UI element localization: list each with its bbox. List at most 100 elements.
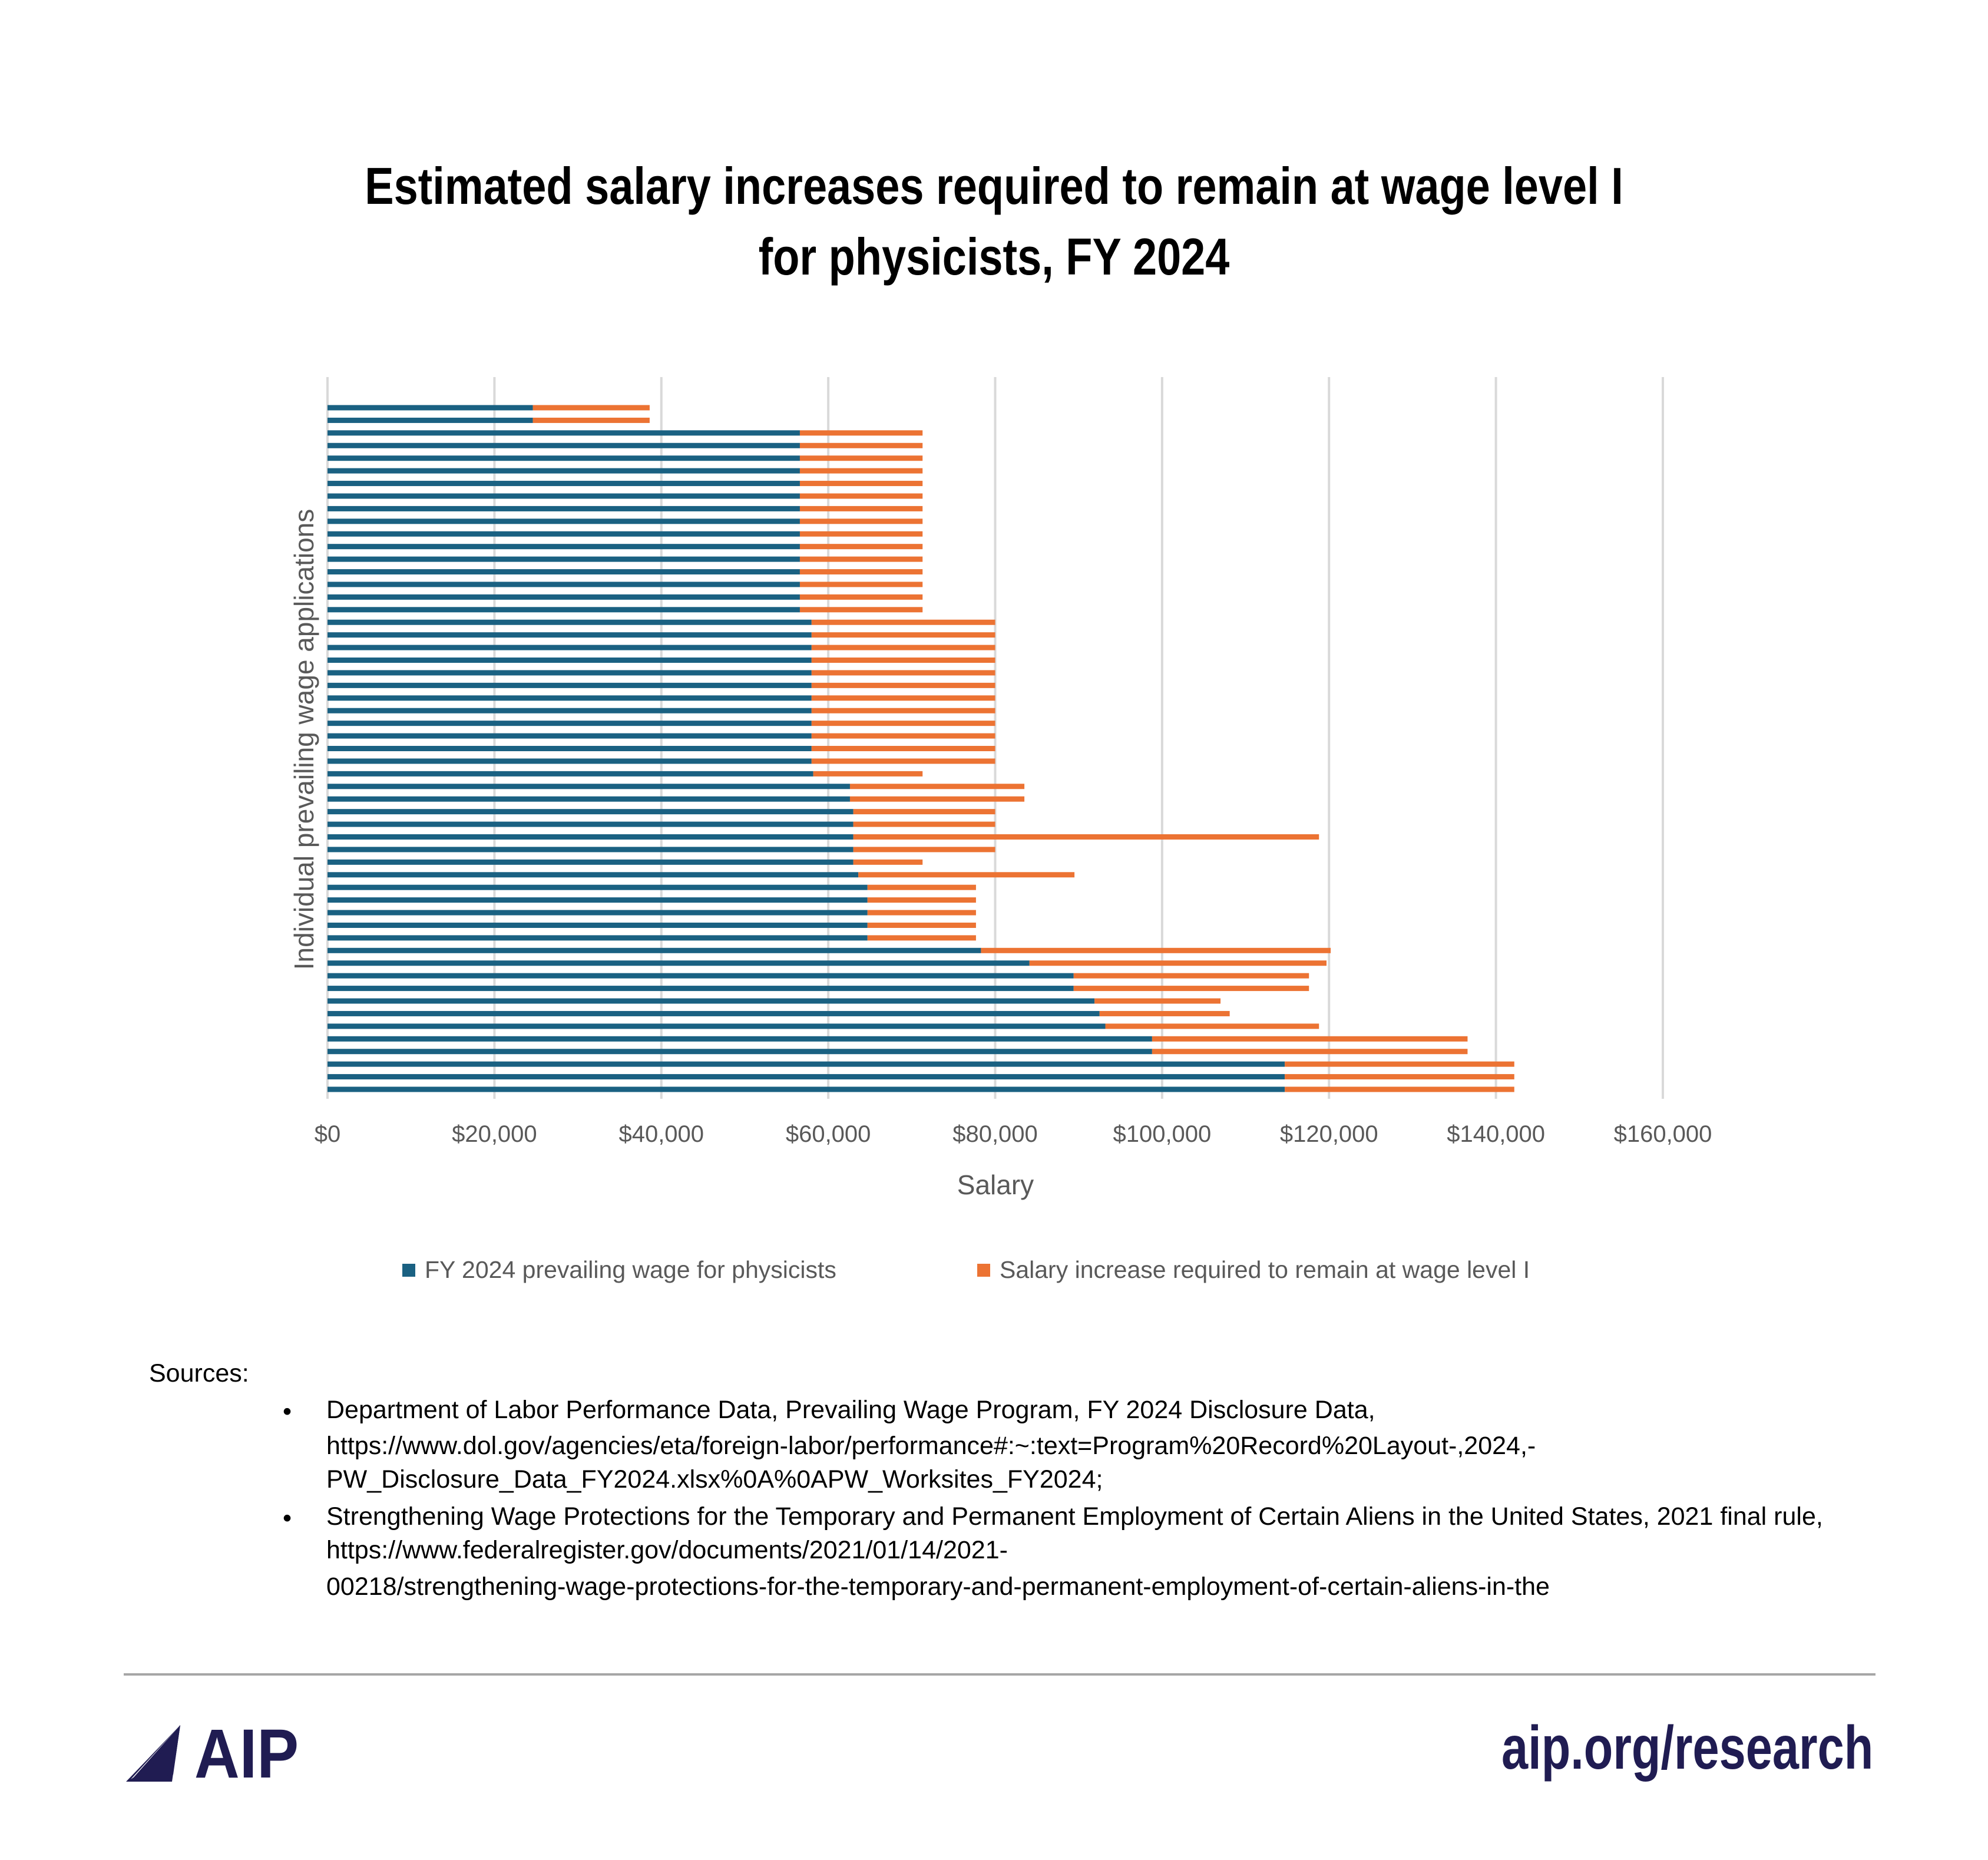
bar-prevailing-wage [328,834,854,840]
bar-salary-increase [799,455,923,461]
bar-prevailing-wage [328,821,854,827]
bar-prevailing-wage [328,594,800,600]
source-2-line-2: https://www.federalregister.gov/document… [326,1536,1008,1564]
bar-salary-increase [799,607,923,613]
bar-salary-increase [1285,1061,1514,1067]
source-2-line-3: 00218/strengthening-wage-protections-for… [326,1572,1550,1601]
x-tick-label: $60,000 [786,1121,871,1147]
bar-salary-increase [867,935,976,941]
bar-prevailing-wage [328,998,1095,1004]
bar-salary-increase [1105,1023,1319,1029]
source-2-line-1: Strengthening Wage Protections for the T… [326,1502,1823,1531]
bar-salary-increase [849,796,1025,802]
bar-prevailing-wage [328,607,800,613]
bar-prevailing-wage [328,645,812,650]
legend-swatch-orange [977,1263,990,1277]
bar-salary-increase [1094,998,1221,1004]
bar-salary-increase [799,594,923,600]
bar-prevailing-wage [328,405,533,411]
bar-salary-increase [811,758,995,764]
bar-prevailing-wage [328,544,800,550]
bar-salary-increase [981,947,1331,953]
bar-salary-increase [811,682,995,688]
legend-item-prevailing-wage: FY 2024 prevailing wage for physicists [402,1256,836,1284]
footer-divider [124,1673,1875,1676]
bar-prevailing-wage [328,1023,1106,1029]
bar-prevailing-wage [328,872,859,878]
bar-salary-increase [1152,1049,1468,1055]
bar-prevailing-wage [328,733,812,739]
bar-prevailing-wage [328,721,812,726]
bar-prevailing-wage [328,809,854,815]
bar-salary-increase [799,531,923,537]
bar-salary-increase [532,417,650,423]
bar-salary-increase [853,847,995,853]
bar-salary-increase [799,582,923,587]
bar-salary-increase [1099,1010,1230,1016]
aip-logo-text: AIP [194,1715,299,1793]
bar-salary-increase [799,493,923,499]
bar-salary-increase [853,834,1319,840]
x-tick-label: $100,000 [1113,1121,1211,1147]
bar-salary-increase [813,771,923,777]
x-axis-title: Salary [957,1169,1034,1200]
bar-salary-increase [799,556,923,562]
bar-salary-increase [799,481,923,487]
chart-title-line-1: Estimated salary increases required to r… [365,157,1623,215]
bar-salary-increase [1073,973,1309,979]
bar-prevailing-wage [328,531,800,537]
bar-salary-increase [1285,1086,1514,1092]
bar-salary-increase [811,695,995,701]
legend-label: FY 2024 prevailing wage for physicists [425,1256,836,1283]
chart-title-line-2: for physicists, FY 2024 [758,227,1230,286]
bar-prevailing-wage [328,430,800,436]
x-tick-label: $80,000 [952,1121,1038,1147]
footer-url-link[interactable]: aip.org/research [1501,1714,1873,1782]
bar-prevailing-wage [328,481,800,487]
bar-salary-increase [811,658,995,663]
bar-prevailing-wage [328,569,800,575]
bar-salary-increase [811,708,995,713]
bar-salary-increase [858,872,1075,878]
bar-salary-increase [849,784,1025,789]
x-tick-label: $0 [315,1121,341,1147]
source-1-line-3: PW_Disclosure_Data_FY2024.xlsx%0A%0APW_W… [326,1465,1103,1494]
bar-salary-increase [799,430,923,436]
bar-prevailing-wage [328,922,868,928]
bar-salary-increase [867,897,976,903]
bar-salary-increase [799,518,923,524]
bar-salary-increase [867,910,976,916]
bar-prevailing-wage [328,1049,1152,1055]
bar-chart: $0 $20,000 $40,000 $60,000 $80,000 $100,000 $1… [289,377,1712,1200]
bar-salary-increase [853,809,995,815]
bar-prevailing-wage [328,556,800,562]
bar-prevailing-wage [328,758,812,764]
bar-salary-increase [811,619,995,625]
bar-prevailing-wage [328,1036,1152,1042]
bar-prevailing-wage [328,1010,1100,1016]
bar-prevailing-wage [328,455,800,461]
bar-salary-increase [1285,1074,1514,1080]
bar-prevailing-wage [328,897,868,903]
bar-prevailing-wage [328,468,800,474]
bar-salary-increase [811,746,995,751]
bar-prevailing-wage [328,973,1074,979]
bar-prevailing-wage [328,682,812,688]
bar-salary-increase [532,405,650,411]
bar-prevailing-wage [328,1061,1285,1067]
bar-prevailing-wage [328,695,812,701]
bar-salary-increase [867,922,976,928]
bar-prevailing-wage [328,1086,1285,1092]
bar-prevailing-wage [328,1074,1285,1080]
bar-prevailing-wage [328,771,813,777]
bar-salary-increase [811,670,995,676]
bar-prevailing-wage [328,884,868,890]
source-1-line-2: https://www.dol.gov/agencies/eta/foreign… [326,1432,1536,1460]
source-1-line-1: Department of Labor Performance Data, Pr… [326,1396,1375,1424]
bar-prevailing-wage [328,518,800,524]
bar-prevailing-wage [328,784,850,789]
bar-salary-increase [853,859,923,865]
bar-prevailing-wage [328,796,850,802]
bullet: • [283,1398,292,1426]
bullet: • [283,1504,292,1532]
